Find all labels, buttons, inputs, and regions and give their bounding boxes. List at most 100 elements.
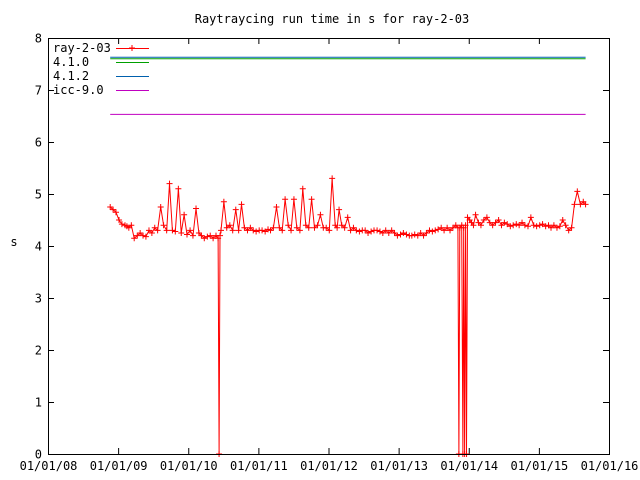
data-point	[276, 224, 283, 231]
data-point	[568, 224, 575, 231]
data-point	[293, 224, 300, 231]
data-point	[548, 224, 555, 231]
data-point	[423, 230, 430, 236]
data-point	[145, 227, 152, 234]
data-point	[334, 224, 341, 231]
data-point	[193, 205, 200, 212]
data-point	[181, 211, 188, 218]
data-point	[462, 222, 469, 229]
data-point	[223, 224, 230, 231]
data-point	[217, 227, 224, 234]
data-point	[134, 232, 141, 239]
data-point	[527, 214, 534, 221]
data-point	[516, 222, 523, 229]
data-point	[519, 219, 526, 226]
data-point	[317, 211, 324, 218]
x-tick-label: 01/01/11	[230, 459, 288, 473]
data-point	[338, 222, 345, 229]
data-point	[539, 221, 546, 228]
data-point	[435, 226, 442, 233]
data-point	[542, 223, 549, 230]
data-point	[417, 230, 424, 236]
data-point	[288, 227, 295, 234]
y-tick-label: 8	[35, 32, 42, 46]
x-tick-label: 01/01/12	[300, 459, 358, 473]
data-point	[420, 232, 427, 239]
legend-label: icc-9.0	[53, 83, 104, 97]
data-point	[166, 180, 173, 187]
data-point	[308, 196, 315, 203]
data-point	[279, 227, 286, 234]
data-point	[311, 224, 318, 231]
data-point	[336, 206, 343, 213]
data-point	[441, 227, 448, 234]
data-point	[438, 224, 445, 231]
data-point	[247, 224, 254, 231]
data-point	[356, 228, 363, 235]
data-point	[140, 232, 147, 239]
data-point	[226, 222, 233, 229]
data-point	[414, 232, 421, 239]
data-point	[432, 227, 439, 234]
data-point	[110, 206, 117, 213]
data-point	[323, 224, 330, 231]
data-point	[131, 235, 138, 242]
data-point	[302, 222, 309, 229]
legend-marker	[129, 45, 135, 51]
y-tick-label: 4	[35, 240, 42, 254]
x-tick-label: 01/01/10	[160, 459, 218, 473]
data-point	[521, 222, 528, 229]
data-point	[229, 227, 236, 234]
data-point	[574, 188, 581, 195]
x-tick-label: 01/01/14	[440, 459, 498, 473]
chart-title: Raytraycing run time in s for ray-2-03	[195, 12, 470, 26]
x-tick-label: 01/01/15	[510, 459, 568, 473]
data-point	[204, 233, 211, 240]
data-point	[285, 222, 292, 229]
data-point	[571, 201, 578, 208]
data-point	[232, 206, 239, 213]
data-point	[267, 227, 274, 234]
data-point	[513, 221, 520, 228]
y-axis-label: s	[10, 235, 17, 249]
data-point	[244, 227, 251, 234]
data-point	[235, 227, 242, 234]
data-point	[142, 233, 149, 240]
data-point	[184, 231, 191, 238]
series-ray-2-03	[107, 175, 589, 457]
data-point	[382, 227, 389, 234]
y-tick-label: 7	[35, 84, 42, 98]
data-point	[350, 224, 357, 231]
data-point	[444, 224, 451, 231]
data-point	[376, 228, 383, 235]
data-point	[507, 223, 514, 230]
data-point	[510, 222, 517, 229]
axes: 0 1 2 3 4 5 6 7 8 01/01/08 01/01/09 01/01/10 01/01/1…	[20, 32, 639, 474]
x-tick-label: 01/01/08	[20, 459, 78, 473]
series-layer	[107, 56, 589, 457]
data-point	[112, 209, 119, 216]
data-point	[148, 230, 155, 236]
data-point	[207, 232, 214, 239]
data-point	[172, 228, 179, 235]
data-point	[486, 219, 493, 226]
data-point	[504, 221, 511, 228]
data-point	[107, 204, 114, 210]
data-point	[536, 222, 543, 229]
y-tick-label: 6	[35, 136, 42, 150]
data-point	[530, 222, 537, 229]
legend-label: ray-2-03	[53, 41, 111, 55]
data-point	[400, 230, 407, 236]
data-point	[314, 222, 321, 229]
data-point	[341, 224, 348, 231]
data-point	[290, 196, 297, 203]
data-point	[299, 185, 306, 192]
data-point	[217, 232, 224, 239]
data-point	[187, 227, 194, 234]
data-point	[533, 223, 540, 230]
data-point	[582, 201, 589, 208]
data-point	[472, 211, 479, 218]
data-point	[163, 227, 170, 234]
